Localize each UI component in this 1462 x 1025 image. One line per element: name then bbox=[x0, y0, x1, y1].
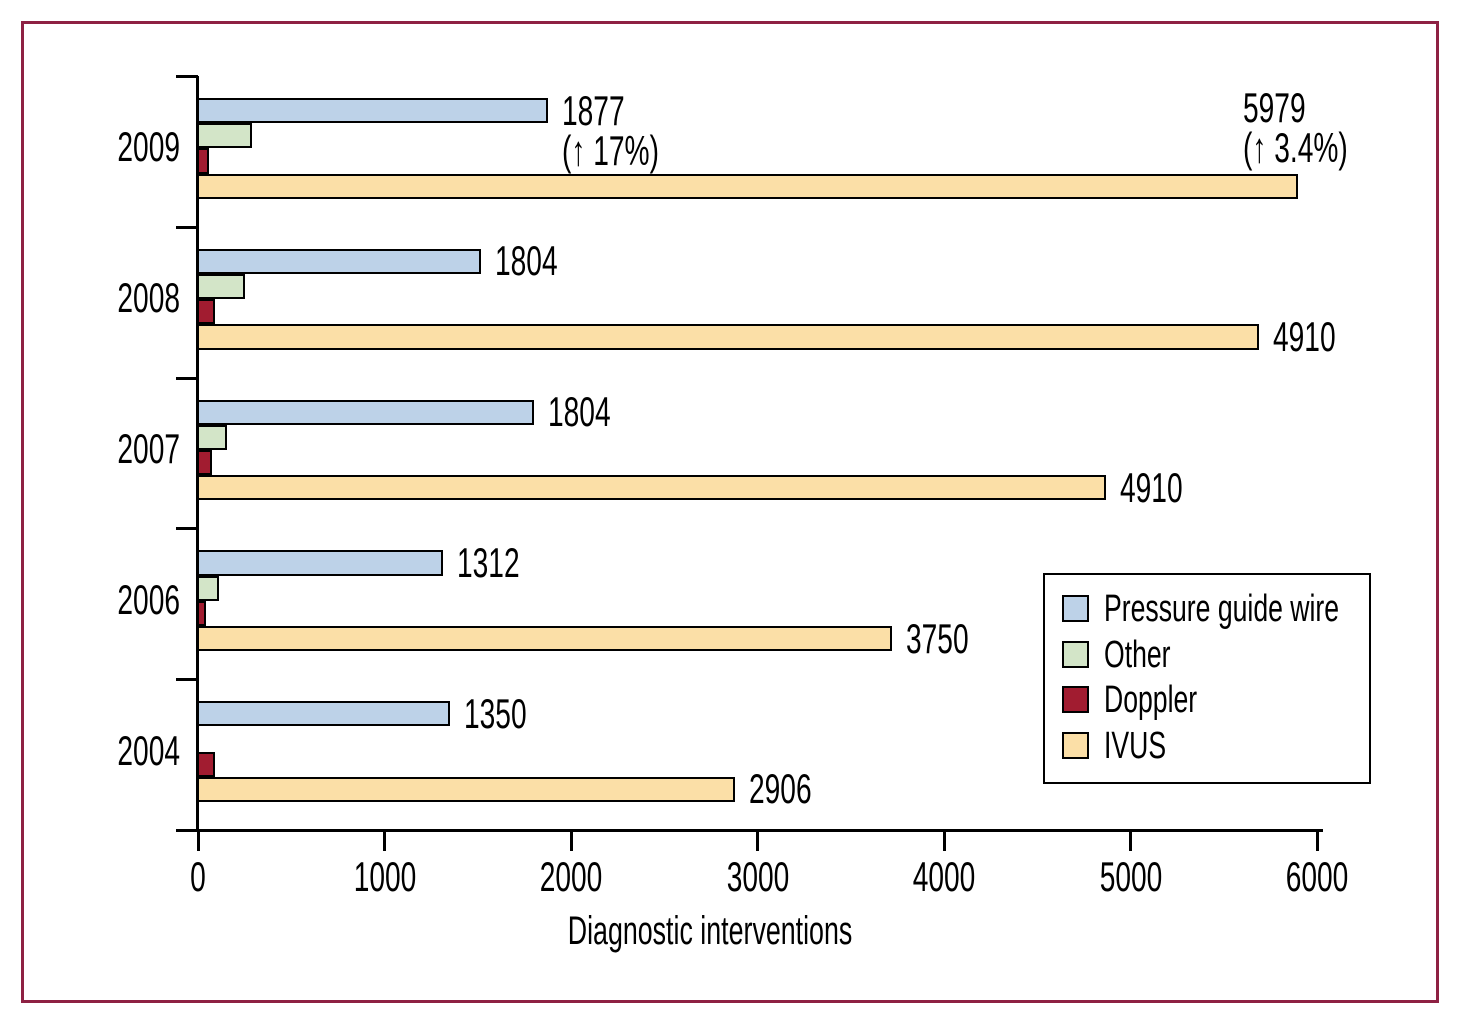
y-axis-tick bbox=[176, 678, 198, 682]
legend: Pressure guide wire Other Doppler IVUS bbox=[1043, 573, 1371, 784]
legend-swatch-ivus-icon bbox=[1062, 731, 1089, 759]
annotation-2007-pressure-guide-wire: 1804 bbox=[548, 388, 612, 436]
year-label-2004: 2004 bbox=[117, 726, 180, 774]
legend-entry-other: Other bbox=[1045, 636, 1369, 676]
bar-pressure-guide-wire-2004 bbox=[197, 701, 450, 727]
x-tick-label: 1000 bbox=[353, 853, 416, 900]
x-tick-label: 4000 bbox=[912, 853, 976, 900]
bar-doppler-2006 bbox=[197, 600, 207, 626]
x-tick-label: 6000 bbox=[1285, 853, 1349, 900]
bar-other-2009 bbox=[197, 123, 253, 149]
bar-doppler-2007 bbox=[197, 450, 212, 476]
bar-ivus-2007 bbox=[197, 475, 1107, 501]
legend-label-ivus: IVUS bbox=[1104, 724, 1167, 767]
y-axis-tick bbox=[176, 75, 198, 78]
bar-other-2008 bbox=[197, 274, 245, 300]
bar-doppler-2004 bbox=[197, 751, 215, 777]
legend-entry-pressure-guide-wire: Pressure guide wire bbox=[1045, 590, 1369, 630]
x-tick-label: 2000 bbox=[539, 853, 603, 900]
annotation-2004-ivus: 2906 bbox=[749, 765, 812, 813]
bar-pressure-guide-wire-2006 bbox=[197, 550, 443, 576]
x-axis-tick bbox=[196, 830, 200, 851]
annotation-2007-ivus: 4910 bbox=[1120, 463, 1183, 511]
bar-pressure-guide-wire-2009 bbox=[197, 98, 549, 124]
annotation-2009-pressure-guide-wire: 1877 (↑ 17%) bbox=[562, 86, 659, 174]
y-axis-tick bbox=[176, 376, 198, 380]
bar-ivus-2009 bbox=[197, 173, 1299, 199]
x-tick-label: 0 bbox=[190, 853, 206, 900]
legend-entry-ivus: IVUS bbox=[1045, 727, 1369, 767]
annotation-2004-pressure-guide-wire: 1350 bbox=[463, 689, 527, 737]
x-axis-tick bbox=[942, 830, 946, 851]
annotation-2006-pressure-guide-wire: 1312 bbox=[456, 539, 520, 586]
legend-label-pressure-guide-wire: Pressure guide wire bbox=[1104, 588, 1340, 630]
bar-ivus-2004 bbox=[197, 776, 736, 802]
y-axis-tick bbox=[176, 527, 198, 531]
legend-swatch-other-icon bbox=[1062, 640, 1089, 668]
year-label-2009: 2009 bbox=[117, 123, 180, 171]
y-axis-tick bbox=[176, 225, 198, 229]
x-tick-label: 5000 bbox=[1099, 853, 1162, 900]
year-label-2006: 2006 bbox=[117, 575, 180, 623]
x-axis-title: Diagnostic interventions bbox=[567, 909, 853, 953]
legend-swatch-pressure-guide-wire-icon bbox=[1062, 595, 1089, 622]
year-label-2007: 2007 bbox=[117, 425, 180, 472]
legend-label-other: Other bbox=[1104, 633, 1171, 676]
figure-frame-border bbox=[21, 21, 1439, 1003]
x-tick-label: 3000 bbox=[726, 853, 789, 900]
bar-doppler-2008 bbox=[197, 299, 215, 325]
legend-label-doppler: Doppler bbox=[1104, 679, 1198, 721]
bar-other-2007 bbox=[197, 424, 227, 450]
year-label-2008: 2008 bbox=[117, 274, 180, 322]
annotation-2008-pressure-guide-wire: 1804 bbox=[495, 237, 559, 285]
legend-swatch-doppler-icon bbox=[1062, 686, 1089, 713]
bar-other-2006 bbox=[197, 575, 219, 601]
annotation-2006-ivus: 3750 bbox=[905, 614, 969, 662]
annotation-2008-ivus: 4910 bbox=[1273, 313, 1336, 360]
legend-entry-doppler: Doppler bbox=[1045, 681, 1369, 721]
x-axis-tick bbox=[1129, 830, 1132, 851]
x-axis-tick bbox=[756, 830, 759, 851]
x-axis-tick bbox=[383, 830, 386, 851]
bar-pressure-guide-wire-2007 bbox=[197, 399, 535, 425]
annotation-2009-ivus: 5979 (↑ 3.4%) bbox=[1243, 83, 1349, 171]
bar-pressure-guide-wire-2008 bbox=[197, 248, 482, 274]
x-axis-tick bbox=[1315, 830, 1319, 851]
bar-ivus-2006 bbox=[197, 626, 892, 652]
bar-doppler-2009 bbox=[197, 148, 210, 174]
x-axis-tick bbox=[569, 830, 573, 851]
x-axis-line bbox=[176, 829, 1323, 832]
bar-ivus-2008 bbox=[197, 324, 1260, 350]
